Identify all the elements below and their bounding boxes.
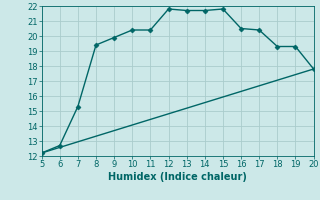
X-axis label: Humidex (Indice chaleur): Humidex (Indice chaleur) [108,172,247,182]
